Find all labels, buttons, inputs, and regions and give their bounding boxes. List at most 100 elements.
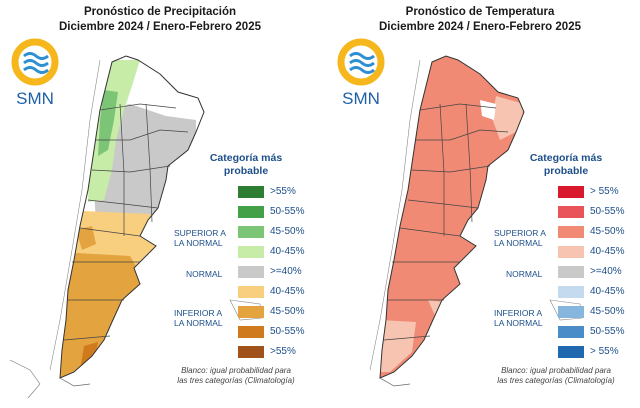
precipitation-title-line2: Diciembre 2024 / Enero-Febrero 2025 <box>59 21 261 33</box>
category-normal: NORMAL <box>506 269 543 279</box>
precipitation-legend-title: Categoría más probable <box>172 152 320 178</box>
legend-value: 50-55% <box>270 206 305 217</box>
legend-title-line2: probable <box>223 165 269 177</box>
temperature-map <box>369 55 583 387</box>
legend-value: > 55% <box>590 346 619 357</box>
legend-swatch <box>238 246 264 258</box>
legend-swatch <box>558 326 584 338</box>
legend-value: >55% <box>270 346 296 357</box>
legend-value: 50-55% <box>590 326 625 337</box>
precipitation-map <box>9 55 263 399</box>
note-line1: Blanco: igual probabilidad para <box>181 366 291 375</box>
legend-row: > 55% <box>492 346 640 360</box>
category-inferior-line2: LA NORMAL <box>174 318 223 328</box>
legend-value: 50-55% <box>270 326 305 337</box>
legend-value: 50-55% <box>590 206 625 217</box>
temperature-legend: Categoría más probable > 55% 50-55% 45-50%… <box>492 152 640 358</box>
legend-swatch <box>238 346 264 358</box>
legend-row: 50-55% <box>172 326 320 340</box>
legend-swatch <box>558 346 584 358</box>
legend-title-line1: Categoría más <box>529 152 603 164</box>
legend-value: 45-50% <box>590 226 625 237</box>
legend-swatch <box>558 186 584 198</box>
temperature-legend-title: Categoría más probable <box>492 152 640 178</box>
legend-row: >55% <box>172 346 320 360</box>
legend-row: 40-45% <box>172 246 320 260</box>
precipitation-title: Pronóstico de Precipitación Diciembre 20… <box>0 5 320 35</box>
legend-row: 40-45% <box>492 246 640 260</box>
legend-row: 45-50% <box>492 226 640 240</box>
category-superior-line2: LA NORMAL <box>174 238 223 248</box>
province-lines <box>63 103 189 341</box>
legend-swatch <box>238 206 264 218</box>
category-superior: SUPERIOR A LA NORMAL <box>494 228 546 248</box>
category-superior-line1: SUPERIOR A <box>494 228 546 238</box>
legend-row: >55% <box>172 186 320 200</box>
legend-row: 45-50% <box>172 226 320 240</box>
category-superior: SUPERIOR A LA NORMAL <box>174 228 226 248</box>
legend-value: 45-50% <box>270 306 305 317</box>
legend-swatch <box>558 206 584 218</box>
temperature-title-line1: Pronóstico de Temperatura <box>405 6 555 18</box>
category-inferior-line2: LA NORMAL <box>494 318 543 328</box>
legend-swatch <box>558 226 584 238</box>
legend-swatch <box>238 326 264 338</box>
legend-swatch <box>238 286 264 298</box>
legend-swatch <box>558 246 584 258</box>
legend-value: 40-45% <box>590 286 625 297</box>
legend-swatch <box>238 186 264 198</box>
legend-row: 50-55% <box>492 326 640 340</box>
legend-row: 40-45% <box>492 286 640 300</box>
category-inferior: INFERIOR A LA NORMAL <box>494 308 543 328</box>
legend-swatch <box>558 306 584 318</box>
legend-swatch <box>558 266 584 278</box>
legend-row: 50-55% <box>172 206 320 220</box>
category-inferior-line1: INFERIOR A <box>494 308 543 318</box>
smn-logo-text: SMN <box>342 89 380 108</box>
legend-row: 45-50% <box>492 306 640 320</box>
category-superior-line1: SUPERIOR A <box>174 228 226 238</box>
precipitation-legend: Categoría más probable >55% 50-55% 45-50% 4… <box>172 152 320 358</box>
argentina-border <box>59 55 205 379</box>
legend-swatch <box>238 266 264 278</box>
category-superior-line2: LA NORMAL <box>494 238 543 248</box>
legend-swatch <box>238 306 264 318</box>
legend-title-line1: Categoría más <box>209 152 283 164</box>
legend-swatch <box>558 286 584 298</box>
legend-row: >=40% <box>492 266 640 280</box>
legend-value: >=40% <box>590 266 622 277</box>
legend-title-line2: probable <box>543 165 589 177</box>
legend-row: 45-50% <box>172 306 320 320</box>
precipitation-title-line1: Pronóstico de Precipitación <box>83 6 237 18</box>
legend-value: 40-45% <box>590 246 625 257</box>
legend-value: 40-45% <box>270 246 305 257</box>
category-normal: NORMAL <box>186 269 223 279</box>
precipitation-note: Blanco: igual probabilidad para las tres… <box>166 366 306 386</box>
legend-row: >=40% <box>172 266 320 280</box>
legend-swatch <box>238 226 264 238</box>
temperature-title: Pronóstico de Temperatura Diciembre 2024… <box>320 5 640 35</box>
temperature-panel: Pronóstico de Temperatura Diciembre 2024… <box>320 0 640 408</box>
argentina-border <box>379 55 525 379</box>
legend-row: 50-55% <box>492 206 640 220</box>
note-line1: Blanco: igual probabilidad para <box>501 366 611 375</box>
legend-value: >=40% <box>270 266 302 277</box>
category-inferior: INFERIOR A LA NORMAL <box>174 308 223 328</box>
province-lines <box>383 103 509 341</box>
smn-logo: SMN <box>11 38 59 108</box>
note-line2: las tres categorías (Climatología) <box>497 376 615 385</box>
smn-logo: SMN <box>337 38 385 108</box>
legend-value: >55% <box>270 186 296 197</box>
category-inferior-line1: INFERIOR A <box>174 308 223 318</box>
legend-value: 40-45% <box>270 286 305 297</box>
precipitation-panel: Pronóstico de Precipitación Diciembre 20… <box>0 5 320 399</box>
legend-value: > 55% <box>590 186 619 197</box>
temperature-note: Blanco: igual probabilidad para las tres… <box>486 366 626 386</box>
note-line2: las tres categorías (Climatología) <box>177 376 295 385</box>
legend-value: 45-50% <box>590 306 625 317</box>
temperature-title-line2: Diciembre 2024 / Enero-Febrero 2025 <box>379 21 581 33</box>
smn-logo-text: SMN <box>16 89 54 108</box>
legend-row: 40-45% <box>172 286 320 300</box>
legend-value: 45-50% <box>270 226 305 237</box>
legend-row: > 55% <box>492 186 640 200</box>
